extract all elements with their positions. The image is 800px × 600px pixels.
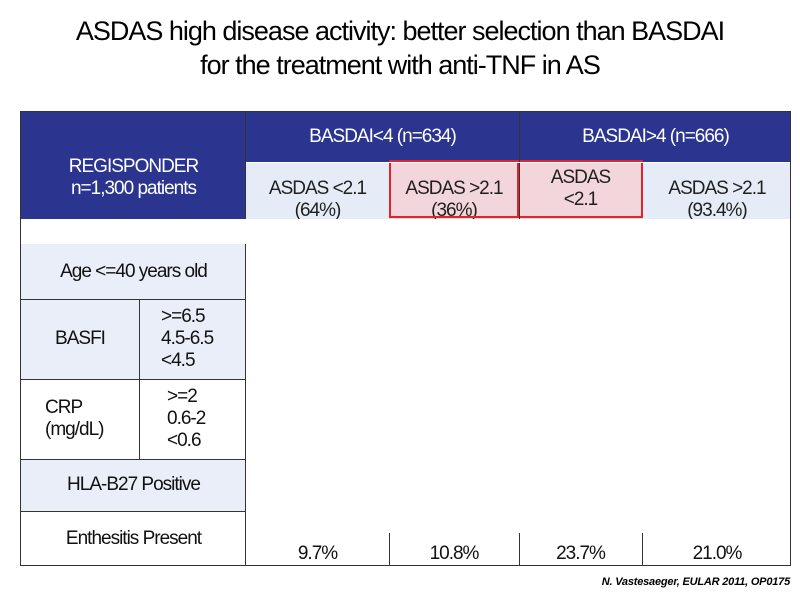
slide-title-line2: for the treatment with anti-TNF in AS [200, 50, 601, 80]
subheader-asdas-high-1-line1: ASDAS >2.1 [405, 178, 503, 199]
basfi-level-low: <4.5 [161, 350, 196, 371]
grid-line [246, 162, 790, 163]
row-label-hla-text: HLA-B27 Positive [67, 474, 201, 495]
group-header-basdai-low-label: BASDAI<4 (n=634) [309, 126, 457, 147]
crp-level-high: >=2 [167, 386, 198, 407]
row-label-age-text: Age <=40 years old [60, 260, 208, 282]
grid-line [245, 112, 246, 565]
group-header-basdai-low: BASDAI<4 (n=634) [246, 112, 519, 162]
group-header-basdai-high-label: BASDAI>4 (n=666) [582, 126, 730, 147]
subheader-asdas-low-2-line1: ASDAS [550, 167, 611, 188]
enthesitis-value-1-text: 9.7% [297, 542, 338, 564]
enthesitis-value-3-text: 23.7% [556, 542, 606, 564]
subheader-asdas-high-2-line1: ASDAS >2.1 [668, 178, 766, 199]
row-label-age: Age <=40 years old [21, 244, 246, 299]
basfi-level-high: >=6.5 [161, 306, 206, 327]
subheader-asdas-high-1-line2: (36%) [431, 200, 478, 221]
enthesitis-value-2-text: 10.8% [429, 542, 480, 564]
row-label-basfi-text: BASFI [55, 328, 106, 349]
basfi-level-mid: 4.5-6.5 [161, 328, 214, 349]
grid-line [21, 379, 246, 380]
row-label-basfi: BASFI [21, 299, 139, 379]
occluding-overlay [246, 219, 790, 533]
crp-level-low: <0.6 [167, 430, 202, 451]
subheader-asdas-high-2-line2: (93.4%) [687, 200, 748, 221]
subheader-asdas-low-1-line2: (64%) [294, 200, 342, 221]
corner-header-line1: REGISPONDER [68, 156, 199, 177]
row-label-crp-line1: CRP [45, 397, 83, 418]
subheader-asdas-low-2-line2: <2.1 [563, 189, 599, 210]
grid-line [389, 511, 390, 565]
row-label-crp: CRP (mg/dL) [21, 379, 139, 459]
grid-line [642, 511, 643, 565]
occluding-overlay-left [21, 219, 246, 244]
subheader-asdas-low-1-line1: ASDAS <2.1 [268, 178, 367, 199]
grid-line [519, 112, 520, 244]
slide-title: ASDAS high disease activity: better sele… [0, 14, 800, 82]
corner-header-line2: n=1,300 patients [70, 178, 197, 199]
row-levels-crp: >=2 0.6-2 <0.6 [139, 379, 246, 459]
grid-line [139, 299, 140, 459]
row-label-enthesitis-text: Enthesitis Present [65, 528, 202, 549]
enthesitis-value-4-text: 21.0% [692, 542, 743, 564]
source-footnote: N. Vastesaeger, EULAR 2011, OP0175 [601, 576, 790, 588]
slide-title-line1: ASDAS high disease activity: better sele… [75, 16, 725, 46]
row-levels-basfi: >=6.5 4.5-6.5 <4.5 [139, 299, 246, 379]
row-label-enthesitis: Enthesitis Present [21, 511, 246, 565]
grid-line [21, 299, 246, 300]
group-header-basdai-high: BASDAI>4 (n=666) [519, 112, 790, 162]
results-table: REGISPONDER n=1,300 patients BASDAI<4 (n… [20, 111, 791, 566]
grid-line [21, 459, 246, 460]
highlight-box-asdas-high [389, 160, 519, 218]
row-label-crp-line2: (mg/dL) [45, 419, 104, 440]
crp-level-mid: 0.6-2 [167, 408, 206, 429]
highlight-box-asdas-low [518, 160, 643, 218]
grid-line [519, 511, 520, 565]
row-label-hla: HLA-B27 Positive [21, 459, 246, 511]
